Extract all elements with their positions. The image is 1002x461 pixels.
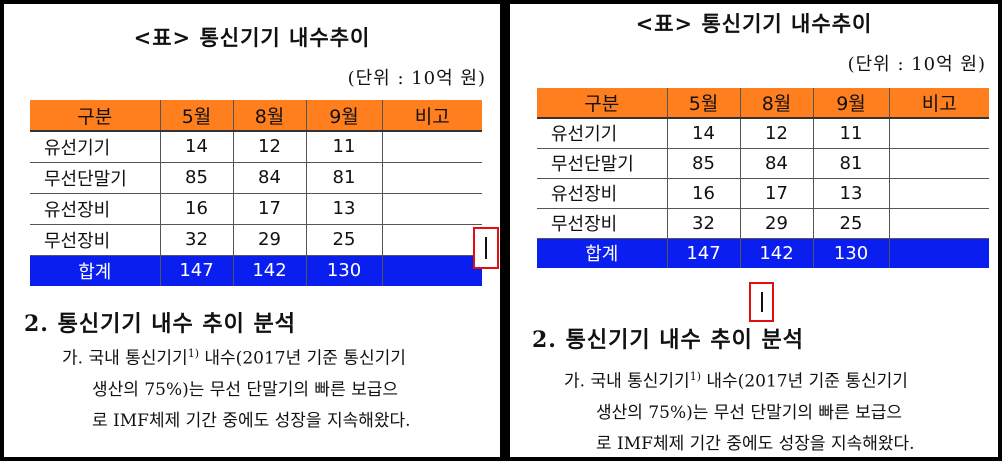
cell: 17 <box>739 178 813 209</box>
header-sep: 9월 <box>812 88 889 119</box>
table-row: 유선장비 16 17 13 <box>537 178 989 209</box>
table-row: 유선기기 14 12 11 <box>30 131 482 163</box>
cell: 합계 <box>30 255 160 286</box>
header-sep: 9월 <box>305 100 382 132</box>
paragraph-line-2: 생산의 75%)는 무선 단말기의 빠른 보급으 <box>596 402 903 423</box>
cell: 13 <box>812 178 889 209</box>
header-aug: 8월 <box>739 88 813 119</box>
cell <box>381 224 482 256</box>
table-total-row: 합계 147 142 130 <box>537 238 989 268</box>
cell: 25 <box>305 224 382 256</box>
cell: 무선장비 <box>30 224 160 256</box>
domestic-demand-table: 구분 5월 8월 9월 비고 유선기기 14 12 11 무선단말기 85 84… <box>30 100 482 286</box>
cell: 유선기기 <box>537 118 667 149</box>
cell: 14 <box>159 131 233 163</box>
header-aug: 8월 <box>232 100 306 132</box>
cell: 32 <box>159 224 233 256</box>
cell: 29 <box>739 208 813 239</box>
cell: 16 <box>666 178 740 209</box>
header-category: 구분 <box>30 100 160 132</box>
paragraph-line-2: 생산의 75%)는 무선 단말기의 빠른 보급으 <box>92 379 399 400</box>
cell: 25 <box>812 208 889 239</box>
table-total-row: 합계 147 142 130 <box>30 255 482 286</box>
header-remark: 비고 <box>381 100 482 132</box>
cell: 130 <box>812 238 889 268</box>
cell: 유선장비 <box>537 178 667 209</box>
cell: 147 <box>666 238 740 268</box>
cell <box>888 238 989 268</box>
cell <box>381 255 482 286</box>
table-row: 무선장비 32 29 25 <box>537 208 989 239</box>
table-row: 무선단말기 85 84 81 <box>30 162 482 194</box>
header-remark: 비고 <box>888 88 989 119</box>
header-may: 5월 <box>159 100 233 132</box>
cell <box>381 162 482 194</box>
table-row: 무선단말기 85 84 81 <box>537 148 989 179</box>
unit-label: (단위 : 10억 원) <box>847 54 986 75</box>
body-paragraph: 가. 국내 통신기기1) 내수(2017년 기준 통신기기 생산의 75%)는 … <box>62 338 486 437</box>
cell: 32 <box>666 208 740 239</box>
cell: 11 <box>305 131 382 163</box>
cell: 유선기기 <box>30 131 160 163</box>
body-paragraph: 가. 국내 통신기기1) 내수(2017년 기준 통신기기 생산의 75%)는 … <box>564 361 990 457</box>
cell: 16 <box>159 193 233 225</box>
table-title: <표> 통신기기 내수추이 <box>133 25 371 50</box>
table-row: 무선장비 32 29 25 <box>30 224 482 256</box>
section-heading: 2. 통신기기 내수 추이 분석 <box>532 327 805 353</box>
cell: 81 <box>812 148 889 179</box>
section-heading: 2. 통신기기 내수 추이 분석 <box>24 311 297 337</box>
cell: 29 <box>232 224 306 256</box>
text-cursor-highlight[interactable] <box>749 282 774 322</box>
paragraph-line-1: 가. 국내 통신기기1) 내수(2017년 기준 통신기기 <box>564 370 908 392</box>
cell: 17 <box>232 193 306 225</box>
text-cursor-icon <box>760 291 763 313</box>
cell <box>888 208 989 239</box>
text-cursor-highlight[interactable] <box>473 227 499 269</box>
cell <box>381 131 482 163</box>
cell: 84 <box>739 148 813 179</box>
cell: 142 <box>739 238 813 268</box>
cell: 130 <box>305 255 382 286</box>
table-title: <표> 통신기기 내수추이 <box>635 11 873 36</box>
cell <box>888 178 989 209</box>
cell: 13 <box>305 193 382 225</box>
cell: 무선장비 <box>537 208 667 239</box>
table-header-row: 구분 5월 8월 9월 비고 <box>537 88 989 119</box>
cell: 14 <box>666 118 740 149</box>
cell: 84 <box>232 162 306 194</box>
cell: 무선단말기 <box>30 162 160 194</box>
cell: 142 <box>232 255 306 286</box>
cell <box>888 148 989 179</box>
table-header-row: 구분 5월 8월 9월 비고 <box>30 100 482 132</box>
document-page-left: <표> 통신기기 내수추이 (단위 : 10억 원) 구분 5월 8월 9월 비… <box>4 4 500 457</box>
cell: 11 <box>812 118 889 149</box>
header-category: 구분 <box>537 88 667 119</box>
cell: 합계 <box>537 238 667 268</box>
cell <box>888 118 989 149</box>
text-cursor-icon <box>485 237 487 259</box>
cell: 12 <box>739 118 813 149</box>
cell: 무선단말기 <box>537 148 667 179</box>
unit-label: (단위 : 10억 원) <box>347 68 486 89</box>
domestic-demand-table: 구분 5월 8월 9월 비고 유선기기 14 12 11 무선단말기 85 84… <box>537 88 989 268</box>
table-row: 유선장비 16 17 13 <box>30 193 482 225</box>
cell: 85 <box>159 162 233 194</box>
paragraph-line-3: 로 IMF체제 기간 중에도 성장을 지속해왔다. <box>92 410 411 431</box>
paragraph-line-3: 로 IMF체제 기간 중에도 성장을 지속해왔다. <box>596 433 915 454</box>
cell: 81 <box>305 162 382 194</box>
cell: 147 <box>159 255 233 286</box>
cell: 12 <box>232 131 306 163</box>
cell: 유선장비 <box>30 193 160 225</box>
document-page-right: <표> 통신기기 내수추이 (단위 : 10억 원) 구분 5월 8월 9월 비… <box>510 4 998 457</box>
cell <box>381 193 482 225</box>
header-may: 5월 <box>666 88 740 119</box>
table-row: 유선기기 14 12 11 <box>537 118 989 149</box>
paragraph-line-1: 가. 국내 통신기기1) 내수(2017년 기준 통신기기 <box>62 347 406 369</box>
cell: 85 <box>666 148 740 179</box>
